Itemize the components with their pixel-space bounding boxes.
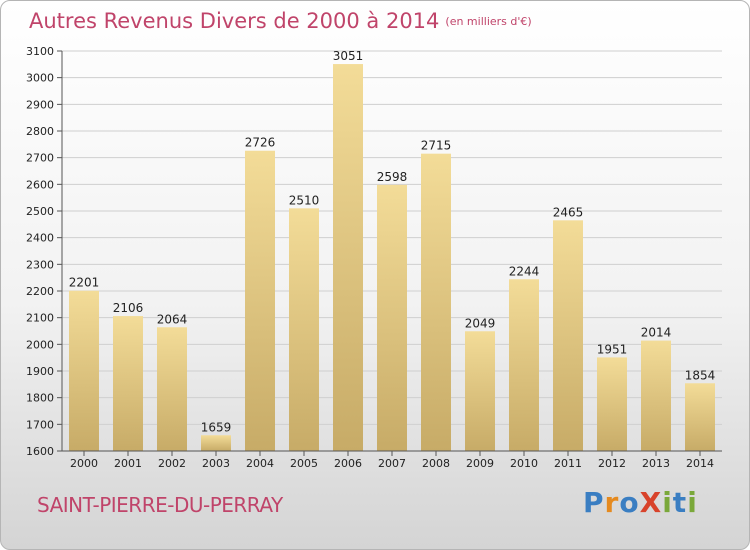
value-label-2005: 2510 (289, 193, 320, 207)
value-label-2008: 2715 (421, 139, 452, 153)
axis-layer (57, 50, 722, 456)
value-label-2002: 2064 (157, 312, 188, 326)
y-tick-label: 2600 (26, 178, 54, 191)
y-tick-label: 3000 (26, 72, 54, 85)
logo-letter: i (662, 486, 673, 519)
bar-2000 (69, 290, 99, 451)
bar-2011 (553, 220, 583, 451)
bar-2004 (245, 150, 275, 451)
y-tick-label: 2300 (26, 258, 54, 271)
y-tick-label: 1700 (26, 418, 54, 431)
value-label-2009: 2049 (465, 316, 496, 330)
value-label-2001: 2106 (113, 301, 144, 315)
y-tick-label: 2700 (26, 152, 54, 165)
town-name: SAINT-PIERRE-DU-PERRAY (37, 493, 283, 517)
logo-letter: r (604, 486, 620, 519)
x-tick-label-2000: 2000 (70, 457, 98, 470)
chart-title-unit: (en milliers d'€) (445, 15, 532, 28)
x-tick-label-2001: 2001 (114, 457, 142, 470)
value-label-2011: 2465 (553, 205, 584, 219)
x-tick-label-2013: 2013 (642, 457, 670, 470)
x-tick-label-2003: 2003 (202, 457, 230, 470)
x-tick-label-2009: 2009 (466, 457, 494, 470)
x-tick-label-2006: 2006 (334, 457, 362, 470)
logo-letter: o (619, 486, 640, 519)
bar-2001 (113, 316, 143, 451)
logo-letter: t (672, 486, 688, 519)
bar-2007 (377, 184, 407, 451)
label-layer: 1600 1700 1800 1900 2000 2100 2200 2300 2400 2500… (26, 45, 715, 470)
x-tick-label-2012: 2012 (598, 457, 626, 470)
bar-layer (69, 64, 715, 452)
y-tick-label: 2100 (26, 312, 54, 325)
x-tick-label-2007: 2007 (378, 457, 406, 470)
y-tick-label: 1900 (26, 365, 54, 378)
value-label-2012: 1951 (597, 342, 628, 356)
y-tick-label: 1800 (26, 392, 54, 405)
chart-title-text: Autres Revenus Divers de 2000 à 2014 (29, 9, 440, 33)
proxiti-logo: ProXiti (583, 486, 698, 519)
value-label-2007: 2598 (377, 170, 408, 184)
x-tick-label-2010: 2010 (510, 457, 538, 470)
y-tick-label: 1600 (26, 445, 54, 458)
x-tick-label-2005: 2005 (290, 457, 318, 470)
bar-2014 (685, 383, 715, 451)
bar-2005 (289, 208, 319, 451)
y-tick-label: 3100 (26, 45, 54, 58)
x-tick-label-2004: 2004 (246, 457, 274, 470)
logo-letter: P (583, 486, 605, 519)
chart-title: Autres Revenus Divers de 2000 à 2014 (en … (29, 9, 532, 33)
bar-2009 (465, 331, 495, 451)
value-label-2013: 2014 (641, 326, 672, 340)
bar-2006 (333, 64, 363, 452)
bar-2010 (509, 279, 539, 451)
y-tick-label: 2900 (26, 98, 54, 111)
bar-2008 (421, 153, 451, 451)
y-tick-label: 2200 (26, 285, 54, 298)
x-tick-label-2014: 2014 (686, 457, 714, 470)
y-tick-label: 2000 (26, 338, 54, 351)
bar-2012 (597, 357, 627, 451)
bar-2003 (201, 435, 231, 451)
value-label-2003: 1659 (201, 420, 232, 434)
value-label-2014: 1854 (685, 368, 716, 382)
value-label-2004: 2726 (245, 136, 276, 150)
y-tick-label: 2400 (26, 232, 54, 245)
x-tick-label-2002: 2002 (158, 457, 186, 470)
y-tick-label: 2500 (26, 205, 54, 218)
bar-2013 (641, 340, 671, 451)
value-label-2006: 3051 (333, 49, 364, 63)
value-label-2000: 2201 (69, 276, 100, 290)
x-tick-label-2008: 2008 (422, 457, 450, 470)
logo-letter: i (687, 486, 698, 519)
y-tick-label: 2800 (26, 125, 54, 138)
bar-2002 (157, 327, 187, 451)
value-label-2010: 2244 (509, 264, 540, 278)
x-tick-label-2011: 2011 (554, 457, 582, 470)
logo-letter: X (639, 486, 663, 519)
